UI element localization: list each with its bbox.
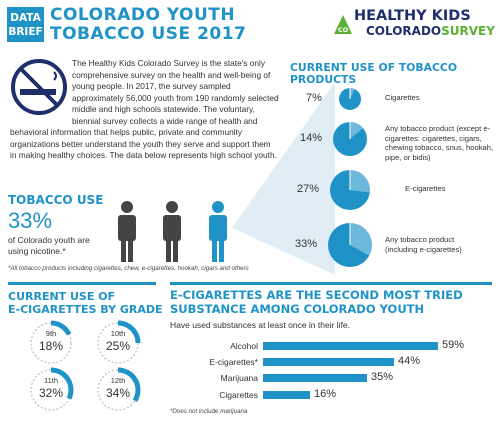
products-title: CURRENT USE OF TOBACCO PRODUCTS [290, 62, 457, 86]
substances-title: E-CIGARETTES ARE THE SECOND MOST TRIED S… [170, 288, 463, 316]
bar-label: Alcohol [230, 341, 258, 351]
product-pie-slice [350, 223, 372, 256]
bar [263, 358, 394, 366]
title-line1: COLORADO YOUTH [50, 5, 236, 25]
grade-label: 9th [45, 329, 57, 338]
substances-title-line2: SUBSTANCE AMONG COLORADO YOUTH [170, 301, 425, 316]
product-pie-icon [339, 88, 361, 110]
title-line2: TOBACCO USE 2017 [50, 24, 247, 44]
products-title-line1: CURRENT USE OF TOBACCO [290, 61, 457, 74]
product-pie-slice [350, 170, 370, 193]
logo-line2: COLORADOSURVEY [366, 24, 495, 38]
product-label: Cigarettes [385, 93, 420, 102]
grade-percent: 25% [105, 339, 131, 353]
bar-label: E-cigarettes* [209, 357, 258, 367]
grade-gauge-arc [117, 367, 141, 403]
bar-value: 59% [442, 339, 465, 351]
bar-value: 35% [371, 371, 394, 383]
product-percent: 14% [300, 132, 323, 144]
product-percent: 27% [297, 183, 320, 195]
data-brief-badge: DATA BRIEF [7, 7, 44, 42]
bar-label: Marijuana [220, 373, 258, 383]
product-label: E-cigarettes [405, 184, 446, 193]
grade-gauge [30, 320, 72, 364]
no-smoking-icon [10, 58, 72, 118]
tobacco-use-text: of Colorado youth are using nicotine.* [8, 235, 90, 256]
product-label: Any tobacco product (except e-cigarettes… [385, 124, 494, 162]
grade-percent: 34% [105, 386, 131, 400]
grades-title-line2: E-CIGARETTES BY GRADE [8, 303, 163, 316]
bar [263, 374, 367, 382]
page-title: COLORADO YOUTH TOBACCO USE 2017 [50, 6, 246, 44]
products-title-line2: PRODUCTS [290, 73, 357, 86]
grade-label: 12th [110, 376, 126, 385]
product-percent: 7% [306, 92, 322, 104]
tobacco-use-title: TOBACCO USE [8, 193, 104, 207]
tobacco-use-percent: 33% [8, 208, 53, 233]
logo-badge: CO [338, 26, 349, 34]
bar-value: 44% [398, 355, 421, 367]
grade-percent: 32% [38, 386, 64, 400]
person-icon [163, 201, 181, 262]
bar [263, 391, 310, 399]
grade-gauge [97, 367, 141, 411]
grade-gauge-arc [117, 320, 141, 344]
intro-paragraph: The Healthy Kids Colorado Survey is the … [10, 58, 279, 162]
product-pie-icon [333, 122, 367, 156]
tobacco-use-footnote: *All tobacco products including cigarett… [8, 265, 249, 272]
grade-percent: 18% [38, 339, 64, 353]
grade-gauge [30, 367, 74, 411]
logo-line2b: SURVEY [441, 24, 495, 38]
divider [8, 282, 156, 285]
grades-title-line1: CURRENT USE OF [8, 290, 116, 303]
grade-gauge-arc [50, 367, 74, 400]
product-pie-icon [328, 223, 372, 267]
bar-value: 16% [314, 388, 337, 400]
divider [170, 282, 492, 285]
bar-label: Cigarettes [219, 390, 258, 400]
grades-title: CURRENT USE OF E-CIGARETTES BY GRADE [8, 290, 163, 316]
brief-line2: BRIEF [8, 26, 43, 38]
product-label: Any tobacco product (including e-cigaret… [385, 235, 462, 254]
person-icon-highlighted [209, 201, 227, 262]
substances-subtitle: Have used substances at least once in th… [170, 320, 351, 330]
intro-text: The Healthy Kids Colorado Survey is the … [10, 58, 279, 160]
product-pie-icon [330, 170, 370, 210]
grade-gauge [97, 320, 141, 364]
brief-line1: DATA [10, 12, 41, 24]
logo-line2a: COLORADO [366, 24, 442, 38]
substances-footnote: *Does not include marijuana [170, 408, 248, 415]
grade-gauge-arc [50, 320, 72, 336]
grade-label: 10th [110, 329, 126, 338]
product-percent: 33% [295, 238, 318, 250]
product-pie-slice [350, 122, 364, 139]
healthy-kids-logo-icon: CO [334, 15, 352, 34]
person-icon [118, 201, 136, 262]
product-pie-slice [350, 88, 355, 99]
bar [263, 342, 438, 350]
logo-line1: HEALTHY KIDS [354, 8, 471, 24]
substances-title-line1: E-CIGARETTES ARE THE SECOND MOST TRIED [170, 288, 463, 302]
grade-label: 11th [43, 376, 59, 385]
